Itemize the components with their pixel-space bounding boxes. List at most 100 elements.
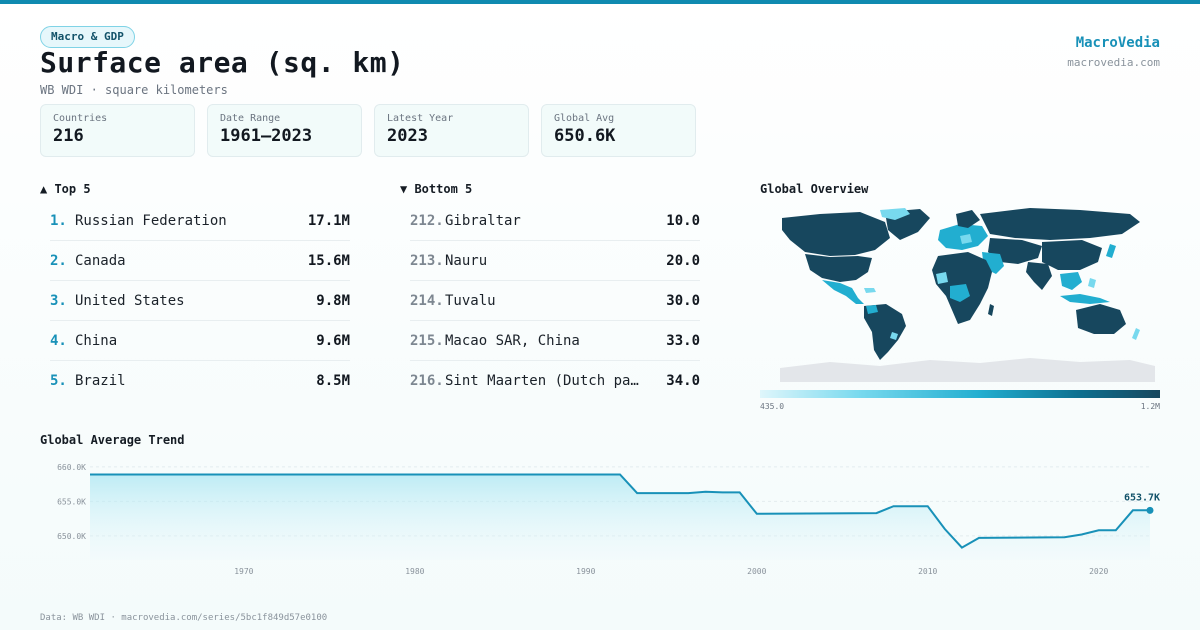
- list-item[interactable]: 215. Macao SAR, China 33.0: [410, 321, 700, 361]
- page-subtitle: WB WDI · square kilometers: [40, 83, 228, 97]
- map-region-australia: [1076, 304, 1126, 334]
- map-region-japan: [1106, 244, 1116, 258]
- stat-label: Countries: [53, 113, 108, 124]
- rank-number: 212.: [410, 212, 444, 229]
- trend-last-point[interactable]: [1146, 506, 1154, 514]
- stat-label: Latest Year: [387, 113, 454, 124]
- map-region-central-asia: [988, 238, 1042, 264]
- trend-y-tick-label: 655.0K: [57, 497, 86, 506]
- trend-y-tick-label: 660.0K: [57, 463, 86, 472]
- top5-heading: ▲ Top 5: [40, 182, 91, 196]
- rank-number: 3.: [50, 292, 67, 309]
- map-region-india: [1026, 262, 1052, 290]
- list-item[interactable]: 3. United States 9.8M: [50, 281, 350, 321]
- country-value: 33.0: [666, 332, 700, 349]
- country-name: Tuvalu: [445, 292, 496, 309]
- stat-card-countries: Countries 216: [40, 104, 195, 157]
- map-region-new-zealand: [1132, 328, 1140, 340]
- trend-x-tick-label: 2000: [747, 567, 766, 576]
- trend-y-tick-label: 650.0K: [57, 532, 86, 541]
- map-region-usa: [805, 254, 872, 282]
- country-value: 8.5M: [316, 373, 350, 389]
- map-region-south-america-small: [866, 305, 878, 314]
- stat-card-date-range: Date Range 1961–2023: [207, 104, 362, 157]
- list-item[interactable]: 1. Russian Federation 17.1M: [50, 201, 350, 241]
- brand-logo[interactable]: MacroVedia: [1075, 35, 1160, 51]
- trend-x-tick-label: 1990: [576, 567, 595, 576]
- map-region-indonesia: [1060, 294, 1110, 304]
- stat-label: Date Range: [220, 113, 281, 124]
- stat-card-global-avg: Global Avg 650.6K: [541, 104, 696, 157]
- map-legend-min: 435.0: [760, 402, 785, 411]
- map-region-arctic-islands: [880, 208, 910, 220]
- country-name: Canada: [75, 252, 126, 269]
- country-name: Macao SAR, China: [445, 332, 580, 349]
- country-name: Gibraltar: [445, 212, 521, 229]
- map-region-scandinavia: [956, 210, 980, 228]
- map-region-russia: [980, 208, 1140, 240]
- stat-value: 2023: [387, 126, 428, 146]
- trend-series-line: [90, 473, 1150, 549]
- map-region-china: [1042, 240, 1102, 270]
- map-region-south-america: [864, 304, 906, 360]
- rank-number: 216.: [410, 373, 444, 389]
- rank-number: 215.: [410, 332, 444, 349]
- list-item[interactable]: 212. Gibraltar 10.0: [410, 201, 700, 241]
- trend-x-tick-label: 2020: [1089, 567, 1108, 576]
- stat-label: Global Avg: [554, 113, 615, 124]
- country-name: United States: [75, 292, 185, 309]
- map-legend-max: 1.2M: [1140, 402, 1160, 411]
- country-value: 9.8M: [316, 292, 350, 309]
- country-value: 17.1M: [307, 212, 350, 229]
- map-region-europe-small: [960, 234, 972, 244]
- top5-list: 1. Russian Federation 17.1M 2. Canada 15…: [50, 201, 350, 401]
- bottom5-list: 212. Gibraltar 10.0 213. Nauru 20.0 214.…: [410, 201, 700, 401]
- country-name: Nauru: [445, 252, 488, 269]
- list-item[interactable]: 4. China 9.6M: [50, 321, 350, 361]
- trend-x-tick-label: 1980: [405, 567, 424, 576]
- rank-number: 2.: [50, 252, 67, 269]
- country-value: 30.0: [666, 292, 700, 309]
- trend-x-tick-label: 2010: [918, 567, 937, 576]
- country-name: Russian Federation: [75, 212, 227, 229]
- stat-value: 216: [53, 126, 84, 146]
- list-item[interactable]: 5. Brazil 8.5M: [50, 361, 350, 401]
- country-value: 34.0: [666, 373, 700, 389]
- list-item[interactable]: 213. Nauru 20.0: [410, 241, 700, 281]
- stat-card-latest-year: Latest Year 2023: [374, 104, 529, 157]
- trend-area-chart[interactable]: 660.0K 655.0K 650.0K 1970 1980 1990 2000 2010 2…: [40, 450, 1180, 580]
- list-item[interactable]: 216. Sint Maarten (Dutch pa… 34.0: [410, 361, 700, 401]
- map-region-madagascar: [988, 304, 994, 316]
- list-item[interactable]: 214. Tuvalu 30.0: [410, 281, 700, 321]
- brand-url[interactable]: macrovedia.com: [1067, 56, 1160, 69]
- map-region-mexico: [822, 280, 864, 304]
- country-name: China: [75, 332, 118, 349]
- rank-number: 5.: [50, 373, 67, 389]
- trend-last-label: 653.7K: [1124, 492, 1160, 503]
- rank-number: 1.: [50, 212, 67, 229]
- map-region-antarctica: [780, 358, 1155, 382]
- trend-area-fill: [90, 474, 1150, 560]
- map-region-philippines: [1088, 278, 1096, 288]
- world-map-svg: [780, 208, 1155, 382]
- map-region-southeast-asia: [1060, 272, 1082, 290]
- rank-number: 4.: [50, 332, 67, 349]
- world-choropleth-map[interactable]: [760, 200, 1160, 385]
- map-region-africa-west: [936, 272, 948, 284]
- map-region-uruguay: [890, 332, 898, 340]
- bottom5-heading: ▼ Bottom 5: [400, 182, 473, 196]
- page-title: Surface area (sq. km): [40, 46, 405, 79]
- map-region-africa-mid: [950, 284, 970, 302]
- category-tag[interactable]: Macro & GDP: [40, 26, 135, 48]
- country-value: 20.0: [666, 252, 700, 269]
- footer-source: Data: WB WDI · macrovedia.com/series/5bc…: [40, 613, 328, 623]
- stat-value: 650.6K: [554, 126, 616, 146]
- rank-number: 213.: [410, 252, 444, 269]
- country-value: 9.6M: [316, 332, 350, 349]
- list-item[interactable]: 2. Canada 15.6M: [50, 241, 350, 281]
- trend-x-tick-label: 1970: [234, 567, 253, 576]
- map-region-canada: [782, 212, 890, 256]
- stat-value: 1961–2023: [220, 126, 313, 146]
- country-value: 10.0: [666, 212, 700, 229]
- country-name: Brazil: [75, 373, 126, 389]
